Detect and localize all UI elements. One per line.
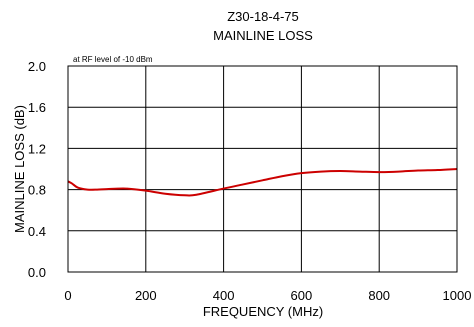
x-tick-label: 400 [213, 288, 235, 303]
x-tick-label: 1000 [443, 288, 472, 303]
x-tick-label: 200 [135, 288, 157, 303]
grid [67, 65, 458, 273]
y-tick-label: 2.0 [28, 59, 46, 74]
chart-annotation: at RF level of -10 dBm [73, 55, 153, 64]
x-tick-label: 600 [291, 288, 313, 303]
plot-frame [67, 65, 458, 273]
y-tick-label: 0.0 [28, 265, 46, 280]
series [67, 168, 458, 197]
series-line [67, 168, 458, 197]
tick-labels: 0 200 400 600 800 1000 0.0 0.4 0.8 1.2 1.6 2.0 [28, 59, 472, 303]
y-axis-label: MAINLINE LOSS (dB) [12, 105, 27, 233]
x-tick-label: 800 [368, 288, 390, 303]
chart-subtitle: MAINLINE LOSS [213, 28, 313, 43]
x-tick-label: 0 [64, 288, 71, 303]
y-tick-label: 1.2 [28, 141, 46, 156]
y-tick-label: 0.4 [28, 224, 46, 239]
chart-title: Z30-18-4-75 [227, 9, 299, 24]
x-axis-label: FREQUENCY (MHz) [203, 304, 323, 319]
y-tick-label: 1.6 [28, 100, 46, 115]
y-tick-label: 0.8 [28, 183, 46, 198]
